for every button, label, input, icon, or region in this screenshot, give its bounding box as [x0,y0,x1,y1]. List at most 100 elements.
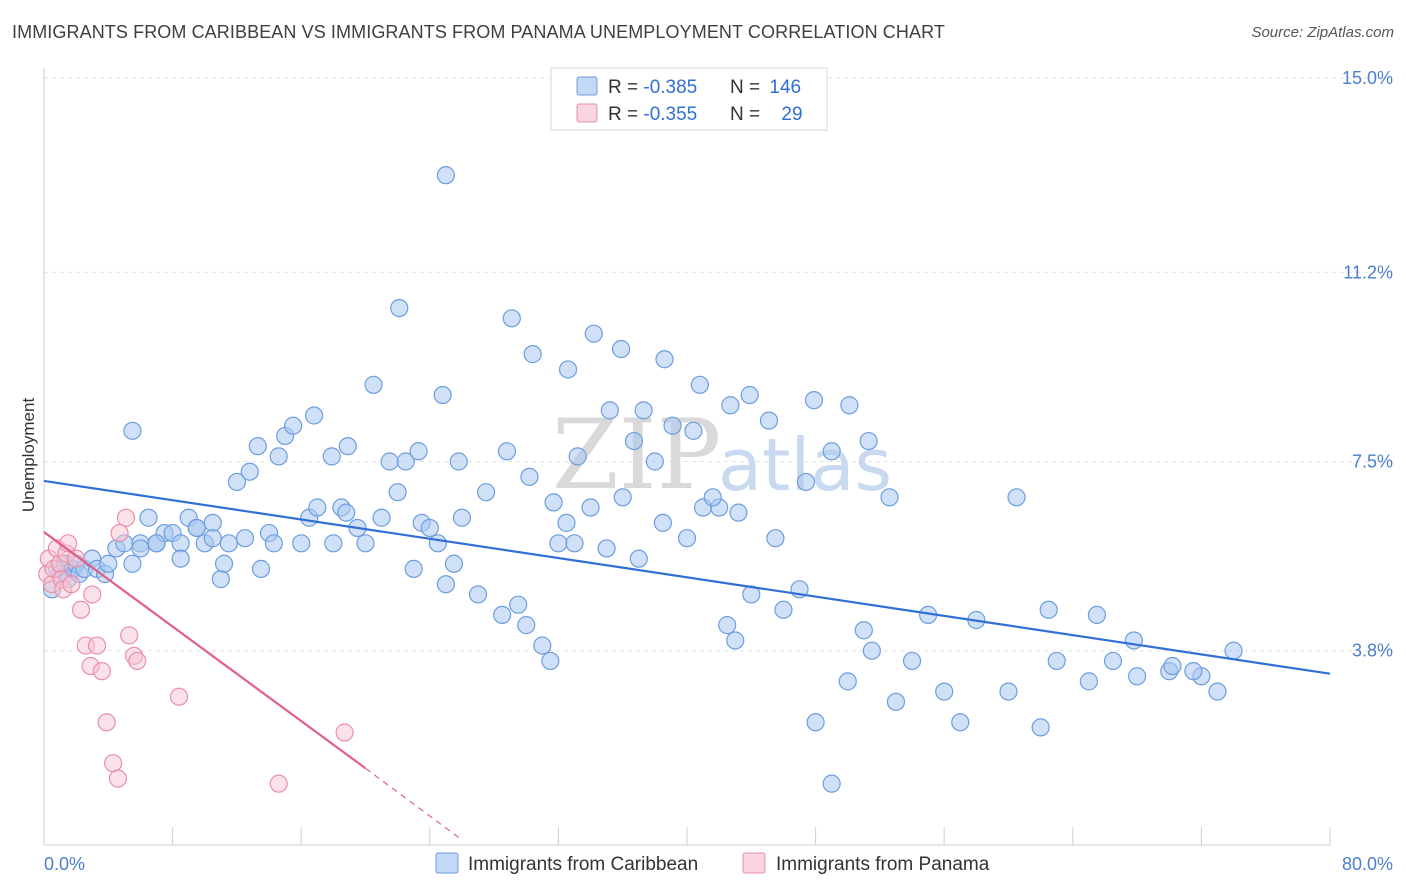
legend-r-label: R = [608,77,643,98]
legend-swatch-panama [576,103,598,123]
y-tick-labels: 3.8% 7.5% 11.2% 15.0% [1342,68,1393,661]
data-point-caribbean [1163,656,1182,676]
data-point-caribbean [1103,651,1123,671]
x-tick-labels: 0.0% 80.0% [44,854,1393,874]
data-point-caribbean [436,575,455,594]
data-point-caribbean [862,641,881,660]
data-point-caribbean [269,447,288,466]
y-tick-label: 7.5% [1352,452,1393,472]
data-point-caribbean [600,401,619,420]
data-point-caribbean [139,508,158,527]
grid-lines [44,77,1395,652]
data-point-caribbean [517,616,536,635]
data-point-caribbean [655,350,674,369]
x-tick-label: 80.0% [1342,854,1393,874]
data-point-caribbean [520,467,539,486]
data-point-caribbean [581,498,600,517]
chart-title: IMMIGRANTS FROM CARIBBEAN VS IMMIGRANTS … [12,22,945,42]
data-point-caribbean [774,600,793,619]
series-panama [38,508,354,793]
y-tick-label: 11.2% [1343,262,1393,282]
data-point-caribbean [806,713,825,732]
data-point-caribbean [684,421,703,440]
data-point-caribbean [304,406,324,425]
data-point-caribbean [726,631,745,650]
legend-swatch-caribbean [576,76,598,96]
series-caribbean [42,166,1243,793]
data-point-caribbean [558,360,578,379]
data-point-panama [128,651,147,671]
data-point-caribbean [308,498,327,517]
data-point-caribbean [390,299,409,318]
data-point-caribbean [248,437,267,456]
data-point-caribbean [99,554,118,573]
data-point-caribbean [690,375,709,394]
y-tick-label: 15.0% [1342,68,1393,88]
data-point-caribbean [292,534,311,553]
data-point-caribbean [804,391,824,410]
data-point-caribbean [557,513,576,532]
legend-r-label: R = [608,104,643,125]
data-point-caribbean [677,529,697,548]
data-point-caribbean [629,549,648,568]
data-point-caribbean [324,534,343,553]
data-point-caribbean [211,570,230,589]
data-point-caribbean [1039,600,1058,619]
data-point-caribbean [718,616,737,635]
data-point-caribbean [568,447,587,466]
data-point-panama [92,662,111,681]
data-point-caribbean [886,692,906,711]
data-point-caribbean [322,447,341,466]
data-point-caribbean [523,345,542,364]
data-point-caribbean [1087,605,1107,625]
data-point-caribbean [729,503,748,522]
data-point-caribbean [838,672,857,691]
data-point-caribbean [449,452,468,471]
y-axis-label: Unemployment [19,398,38,513]
data-point-caribbean [703,488,722,507]
bottom-legend-swatch-panama [742,852,766,874]
data-point-caribbean [759,411,779,430]
data-point-caribbean [721,396,740,415]
data-point-caribbean [653,513,672,532]
data-point-caribbean [854,621,873,640]
data-point-caribbean [565,534,584,553]
data-point-caribbean [859,431,878,451]
trend-line-caribbean [43,479,1331,675]
data-point-caribbean [428,534,447,553]
bottom-legend-swatch-caribbean [435,852,459,874]
legend-n-panama: N = 29 [730,104,803,125]
data-point-caribbean [935,682,954,701]
data-point-caribbean [240,462,259,481]
data-point-caribbean [147,534,166,553]
data-point-caribbean [840,396,859,415]
data-point-caribbean [436,166,455,185]
data-point-caribbean [380,452,399,471]
data-point-panama [83,585,102,604]
legend-n-value: 29 [781,104,802,125]
data-point-caribbean [613,488,632,507]
data-point-panama [110,523,129,543]
data-point-panama [120,626,139,645]
data-point-caribbean [951,713,970,732]
data-point-panama [335,723,354,742]
data-point-caribbean [468,585,488,604]
data-point-caribbean [740,385,759,405]
data-point-caribbean [123,421,142,440]
data-point-caribbean [624,431,644,451]
data-point-caribbean [1208,682,1227,701]
data-point-caribbean [131,539,150,558]
data-point-caribbean [227,472,246,492]
data-point-caribbean [338,437,357,456]
data-point-caribbean [372,508,391,527]
legend-row-caribbean: R = -0.385 [608,77,697,98]
data-point-panama [104,754,123,773]
trend-lines [43,479,1331,841]
data-point-caribbean [1124,631,1143,650]
axes [43,68,1331,846]
bottom-legend-panama: Immigrants from Panama [776,854,990,875]
data-point-caribbean [999,682,1018,701]
data-point-caribbean [235,529,255,548]
data-point-panama [108,769,128,788]
